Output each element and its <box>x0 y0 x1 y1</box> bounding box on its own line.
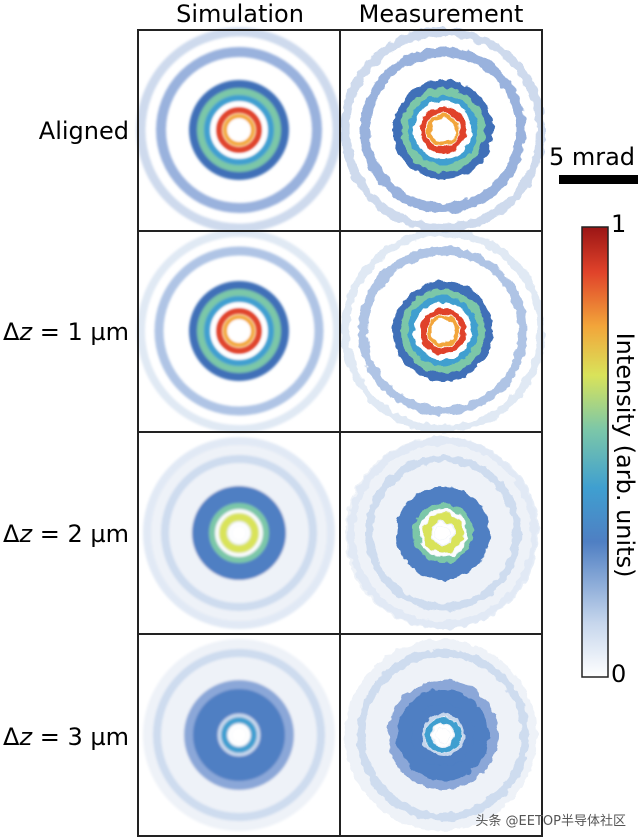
intensity-ring <box>388 680 498 790</box>
intensity-ring <box>189 80 289 180</box>
intensity-ring <box>197 88 281 172</box>
pattern-center <box>232 324 246 338</box>
intensity-ring <box>415 102 471 158</box>
intensity-ring <box>184 680 294 790</box>
intensity-ring <box>161 455 317 611</box>
simulation-pattern-aligned <box>136 27 342 233</box>
watermark: 头条 @EETOP半导体社区 <box>475 814 626 829</box>
intensity-ring <box>420 107 466 153</box>
colorbar-title: Intensity (arb. units) <box>611 333 639 578</box>
intensity-ring <box>408 95 478 165</box>
measurement-pattern-dz2 <box>345 437 539 629</box>
intensity-ring <box>192 486 286 580</box>
simulation-pattern-dz3 <box>143 639 335 831</box>
row-label-dz1: Δz = 1 µm <box>3 318 129 346</box>
intensity-ring <box>228 724 250 746</box>
pattern-center <box>436 123 450 137</box>
intensity-ring <box>221 717 257 753</box>
intensity-ring <box>401 289 485 373</box>
intensity-ring <box>137 229 341 433</box>
column-header-simulation: Simulation <box>176 0 304 28</box>
simulation-pattern-dz2 <box>143 437 335 629</box>
intensity-ring <box>219 513 259 553</box>
simulation-pattern-dz1 <box>137 229 341 433</box>
intensity-ring <box>432 119 454 141</box>
panel-grid <box>136 27 546 831</box>
intensity-ring <box>204 296 274 366</box>
intensity-ring <box>432 522 454 544</box>
scalebar <box>559 175 638 184</box>
colorbar <box>581 226 609 678</box>
intensity-ring <box>432 320 454 342</box>
intensity-ring <box>193 689 285 781</box>
intensity-ring <box>358 246 528 416</box>
intensity-ring <box>425 717 461 753</box>
pattern-center <box>232 123 246 137</box>
measurement-pattern-aligned <box>340 27 546 233</box>
intensity-ring <box>357 649 529 821</box>
intensity-ring <box>209 503 269 563</box>
pattern-center <box>436 324 450 338</box>
pattern-center <box>232 728 246 742</box>
intensity-ring <box>223 114 255 146</box>
pattern-center <box>436 526 450 540</box>
intensity-ring <box>393 80 493 180</box>
colorbar-min-label: 0 <box>611 660 626 688</box>
colorbar-max-label: 1 <box>611 210 626 238</box>
intensity-ring <box>412 704 474 766</box>
scalebar-label: 5 mrad <box>549 143 635 171</box>
row-label-dz2: Δz = 2 µm <box>3 520 129 548</box>
measurement-pattern-dz1 <box>341 229 545 433</box>
row-label-aligned: Aligned <box>39 117 129 145</box>
intensity-ring <box>427 315 459 347</box>
intensity-ring <box>189 281 289 381</box>
intensity-ring <box>154 246 324 416</box>
row-label-dz3: Δz = 3 µm <box>3 723 129 751</box>
measurement-pattern-dz3 <box>345 639 537 831</box>
intensity-ring <box>217 713 261 757</box>
intensity-ring <box>208 704 270 766</box>
intensity-ring <box>347 437 539 629</box>
intensity-ring <box>228 119 250 141</box>
intensity-ring <box>415 303 471 359</box>
intensity-ring <box>413 503 473 563</box>
intensity-ring <box>396 486 490 580</box>
intensity-ring <box>432 724 454 746</box>
intensity-ring <box>143 437 335 629</box>
intensity-ring <box>419 509 467 557</box>
intensity-ring <box>427 114 459 146</box>
intensity-ring <box>216 308 262 354</box>
intensity-ring <box>136 27 342 233</box>
intensity-ring <box>223 315 255 347</box>
intensity-ring <box>421 713 465 757</box>
intensity-ring <box>216 107 262 153</box>
intensity-ring <box>420 308 466 354</box>
intensity-ring <box>215 509 263 557</box>
intensity-ring <box>156 47 322 213</box>
intensity-ring <box>153 649 325 821</box>
column-header-measurement: Measurement <box>359 0 524 28</box>
intensity-ring <box>365 455 521 611</box>
intensity-ring <box>204 95 274 165</box>
intensity-ring <box>197 289 281 373</box>
intensity-ring <box>401 88 485 172</box>
pattern-center <box>436 728 450 742</box>
intensity-ring <box>228 320 250 342</box>
intensity-ring <box>228 522 250 544</box>
intensity-ring <box>211 303 267 359</box>
pattern-center <box>232 526 246 540</box>
intensity-ring <box>397 689 489 781</box>
intensity-ring <box>211 102 267 158</box>
intensity-ring <box>408 296 478 366</box>
intensity-ring <box>393 281 493 381</box>
intensity-ring <box>423 513 463 553</box>
intensity-ring <box>360 47 526 213</box>
